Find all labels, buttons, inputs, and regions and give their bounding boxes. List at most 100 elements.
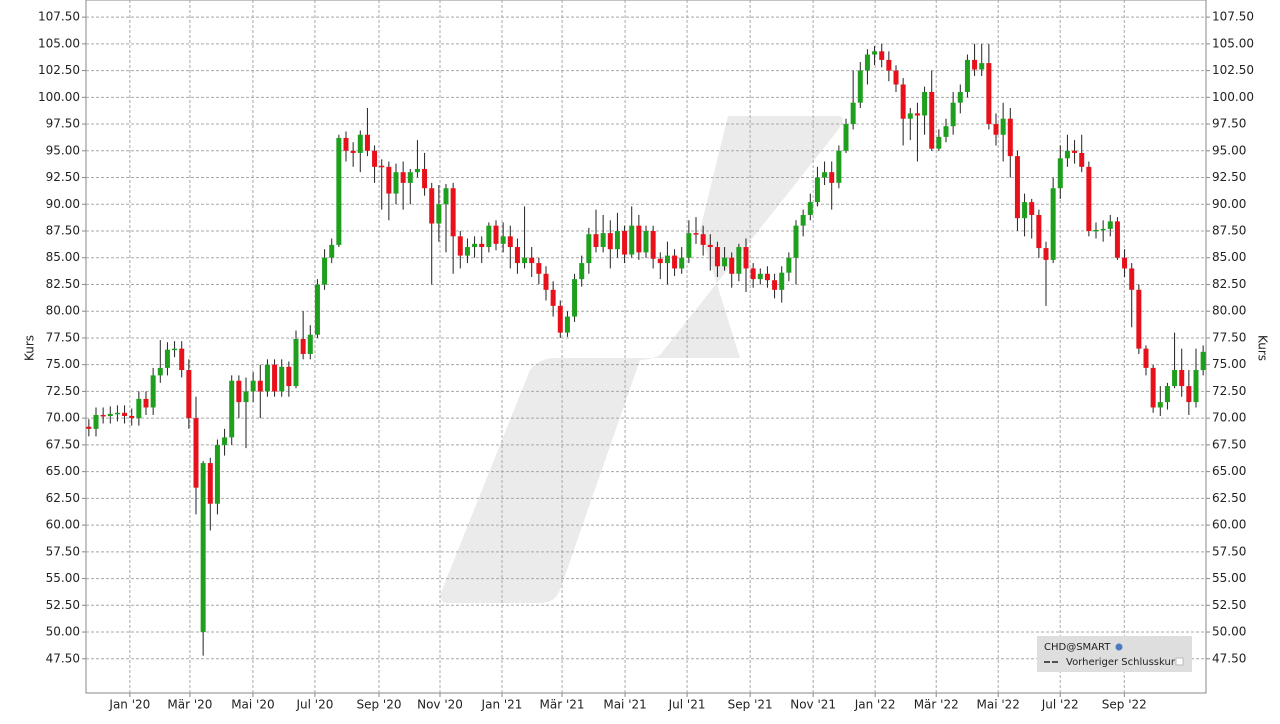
candle-body <box>436 204 442 224</box>
candle-body <box>807 202 813 215</box>
x-tick-label: Mai '20 <box>231 698 274 712</box>
y-tick-label: 72.50 <box>46 384 80 398</box>
candle-body <box>1150 367 1156 408</box>
candle-body <box>207 463 213 504</box>
x-tick-label: Jul '21 <box>668 698 706 712</box>
y2-tick-label: 85.00 <box>1212 250 1246 264</box>
y-tick-label: 92.50 <box>46 170 80 184</box>
candle-body <box>622 231 628 255</box>
y-tick-label: 87.50 <box>46 224 80 238</box>
candle-body <box>407 172 413 183</box>
candle-body <box>1179 370 1185 387</box>
candle-body <box>336 137 342 245</box>
candle-body <box>364 134 370 151</box>
candle-body <box>772 280 778 290</box>
candle-body <box>914 113 920 116</box>
candle-body <box>607 233 613 250</box>
y2-tick-label: 90.00 <box>1212 197 1246 211</box>
plot-area <box>85 0 1207 694</box>
candle-body <box>164 349 170 368</box>
candle-body <box>886 59 892 71</box>
y-tick-label: 77.50 <box>46 330 80 344</box>
y-tick-label: 67.50 <box>46 437 80 451</box>
candle-body <box>200 463 206 633</box>
candle-body <box>764 273 770 281</box>
candle-body <box>672 255 678 269</box>
candle-body <box>300 339 306 354</box>
x-tick-label: Mär '22 <box>914 698 959 712</box>
candle-body <box>522 257 528 264</box>
candle-body <box>322 257 328 285</box>
y2-tick-label: 47.50 <box>1212 651 1246 665</box>
candle-body <box>872 51 878 55</box>
candle-body <box>486 225 492 248</box>
candle-body <box>536 263 542 274</box>
y-tick-label: 80.00 <box>46 304 80 318</box>
candle-body <box>443 188 449 205</box>
y-tick-label: 90.00 <box>46 197 80 211</box>
x-tick-label: Jul '22 <box>1041 698 1079 712</box>
candle-body <box>893 70 899 85</box>
y-tick-label: 75.00 <box>46 357 80 371</box>
candle-body <box>550 289 556 306</box>
x-tick-label: Sep '20 <box>357 698 402 712</box>
candle-body <box>750 268 756 280</box>
candle-body <box>650 231 656 259</box>
candle-body <box>493 225 499 244</box>
legend-checkbox[interactable] <box>1175 657 1184 666</box>
y-tick-label: 97.50 <box>46 117 80 131</box>
y2-tick-label: 62.50 <box>1212 491 1246 505</box>
candle-body <box>214 444 220 504</box>
candle-body <box>307 334 313 354</box>
candle-body <box>507 236 513 248</box>
y-tick-label: 50.00 <box>46 625 80 639</box>
y-tick-label: 105.00 <box>38 36 80 50</box>
candle-body <box>414 168 420 173</box>
candle-body <box>793 225 799 258</box>
candle-body <box>314 284 320 335</box>
y2-tick-label: 77.50 <box>1212 330 1246 344</box>
candle-body <box>757 273 763 280</box>
candle-body <box>979 63 985 70</box>
y2-tick-label: 107.50 <box>1212 10 1254 24</box>
y2-tick-label: 97.50 <box>1212 117 1246 131</box>
candle-body <box>943 126 949 137</box>
candle-body <box>1193 370 1199 403</box>
candle-body <box>343 137 349 151</box>
candle-body <box>143 398 149 408</box>
candle-body <box>457 236 463 256</box>
y2-tick-label: 102.50 <box>1212 63 1254 77</box>
candle-body <box>786 257 792 273</box>
candle-body <box>357 134 363 153</box>
y-tick-label: 82.50 <box>46 277 80 291</box>
candle-body <box>450 188 456 237</box>
candle-body <box>936 136 942 149</box>
candle-body <box>514 247 520 264</box>
candle-body <box>729 257 735 274</box>
x-tick-label: Jan '20 <box>108 698 150 712</box>
candle-body <box>157 367 163 376</box>
y-tick-label: 55.00 <box>46 571 80 585</box>
candle-body <box>1100 228 1106 231</box>
candle-body <box>643 231 649 253</box>
watermark <box>440 116 843 603</box>
candle-body <box>1086 166 1092 231</box>
candle-body <box>86 426 92 429</box>
x-tick-label: Jan '21 <box>481 698 523 712</box>
y2-tick-label: 65.00 <box>1212 464 1246 478</box>
candle-body <box>693 233 699 235</box>
candle-body <box>800 214 806 226</box>
candle-body <box>422 168 428 189</box>
candle-body <box>850 102 856 125</box>
candle-body <box>900 84 906 119</box>
legend-label: Vorheriger Schlusskurs <box>1066 657 1180 668</box>
candle-body <box>172 348 178 351</box>
candle-body <box>1107 221 1113 229</box>
candle-body <box>1186 386 1192 403</box>
candle-body <box>1200 351 1206 371</box>
candle-body <box>1093 229 1099 232</box>
y-tick-label: 52.50 <box>46 598 80 612</box>
candle-body <box>1143 348 1149 368</box>
candle-body <box>857 70 863 103</box>
